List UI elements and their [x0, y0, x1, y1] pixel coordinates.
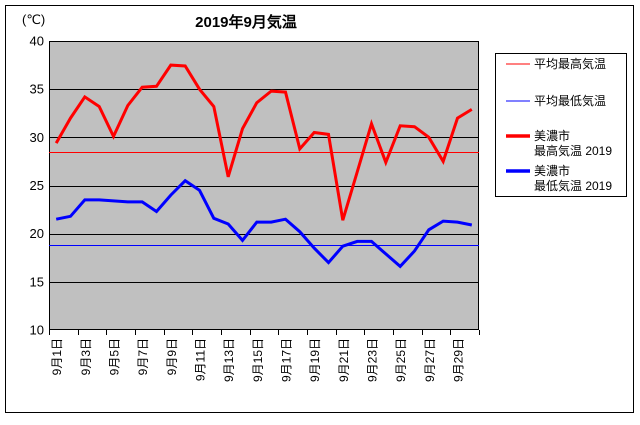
y-tick-label: 10 [30, 323, 44, 338]
max-temp-line [54, 63, 473, 221]
y-tick-label: 35 [30, 82, 44, 97]
x-tick-label: 9月29日 [452, 338, 466, 382]
x-tick-label: 9月11日 [194, 338, 208, 381]
legend-label: 美濃市 [534, 128, 570, 143]
plot-background [49, 41, 479, 330]
plot-area: 40 35 30 25 20 15 10 9月1日 9月3日 9月5日 9月7日 9月9日 9月11日 9… [30, 34, 480, 382]
x-tick-label: 9月17日 [280, 338, 294, 382]
x-tick-label: 9月9日 [165, 338, 179, 375]
x-tick-label: 9月5日 [108, 338, 122, 375]
y-tick-label: 25 [30, 178, 44, 193]
legend-label: 最高気温 2019 [534, 143, 612, 158]
x-tick-label: 9月15日 [251, 338, 265, 382]
x-tick-label: 9月13日 [222, 338, 236, 382]
x-tick-label: 9月3日 [79, 338, 93, 375]
legend-label: 平均最高気温 [534, 56, 606, 71]
x-tick-label: 9月25日 [394, 338, 408, 382]
y-tick-label: 40 [30, 34, 44, 49]
y-tick-label: 30 [30, 130, 44, 145]
y-tick-label: 15 [30, 274, 44, 289]
chart-title: 2019年9月気温 [195, 13, 297, 31]
x-tick-label: 9月1日 [50, 338, 64, 375]
min-temp-line [55, 178, 473, 269]
x-tick-label: 9月21日 [337, 338, 351, 382]
y-axis-unit-label: (℃) [22, 12, 45, 27]
x-tick-label: 9月23日 [366, 338, 380, 382]
x-tick-label: 9月27日 [423, 338, 437, 382]
legend-label: 最低気温 2019 [534, 178, 612, 193]
legend-label: 平均最低気温 [534, 93, 606, 108]
legend-label: 美濃市 [534, 163, 570, 178]
x-tick-label: 9月19日 [308, 338, 322, 382]
y-tick-label: 20 [30, 226, 44, 241]
x-tick-label: 9月7日 [136, 338, 150, 375]
